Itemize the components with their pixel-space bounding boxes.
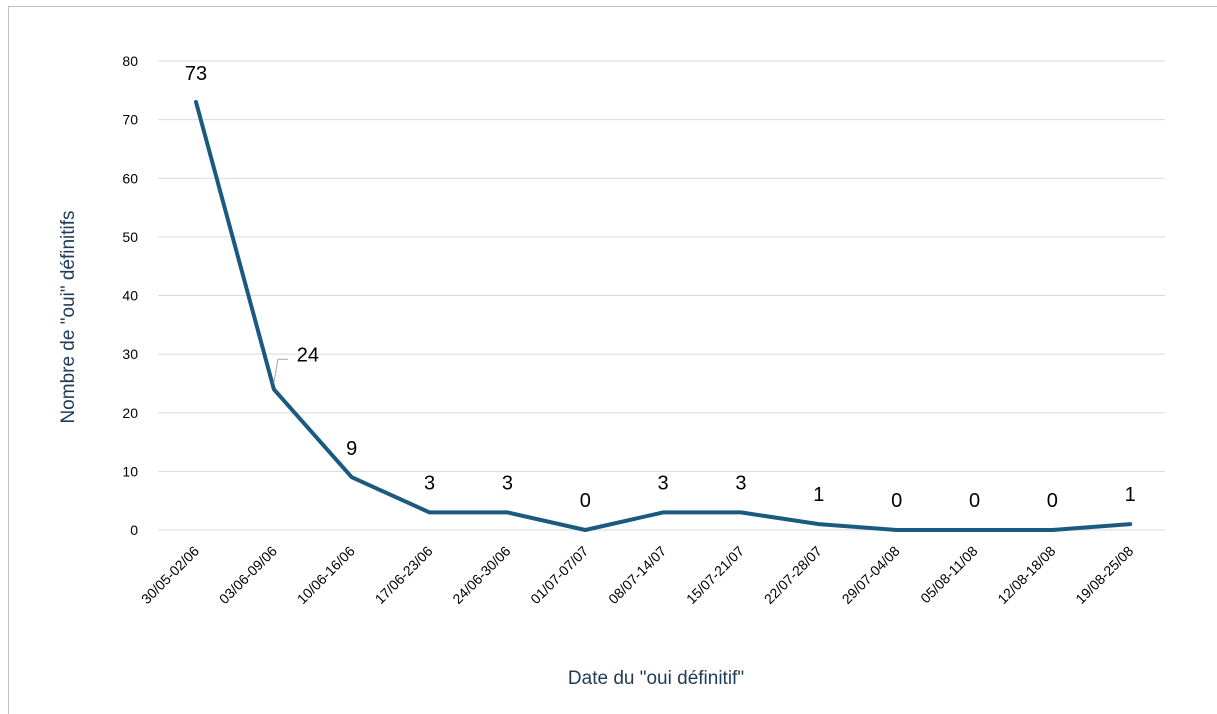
x-tick-label: 12/08-18/08 — [994, 543, 1058, 607]
data-label: 73 — [185, 63, 207, 85]
data-label: 3 — [424, 472, 435, 494]
y-tick-label: 70 — [122, 112, 138, 128]
gridlines — [158, 60, 1165, 531]
data-labels: 73 24 9 3 3 0 3 3 1 0 0 0 1 — [185, 63, 1136, 512]
chart-frame — [8, 6, 1217, 714]
x-axis-ticks: 30/05-02/06 03/06-09/06 10/06-16/06 17/06-2… — [138, 543, 1137, 607]
y-axis-title: Nombre de "oui" définitifs — [58, 210, 79, 423]
y-tick-label: 60 — [122, 170, 138, 186]
data-label: 3 — [658, 472, 669, 494]
y-tick-label: 10 — [122, 463, 138, 479]
x-tick-label: 08/07-14/07 — [605, 543, 669, 607]
data-label: 0 — [969, 490, 980, 512]
y-tick-label: 20 — [122, 405, 138, 421]
y-tick-label: 50 — [122, 229, 138, 245]
data-label: 1 — [1125, 484, 1136, 506]
series-line — [194, 100, 1133, 532]
x-tick-label: 05/08-11/08 — [917, 543, 981, 607]
x-tick-label: 17/06-23/06 — [372, 543, 436, 607]
data-label: 0 — [580, 490, 591, 512]
data-label: 0 — [891, 490, 902, 512]
y-tick-label: 40 — [122, 288, 138, 304]
y-tick-label: 0 — [130, 522, 138, 538]
x-tick-label: 19/08-25/08 — [1072, 543, 1136, 607]
y-tick-label: 80 — [122, 53, 138, 69]
x-tick-label: 01/07-07/07 — [527, 543, 591, 607]
y-tick-label: 30 — [122, 346, 138, 362]
x-tick-label: 15/07-21/07 — [683, 543, 747, 607]
x-tick-label: 03/06-09/06 — [216, 543, 280, 607]
data-label: 0 — [1047, 490, 1058, 512]
data-label-leader — [273, 358, 288, 384]
x-tick-label: 24/06-30/06 — [449, 543, 513, 607]
x-axis-title: Date du "oui définitif" — [568, 668, 744, 689]
data-label: 1 — [813, 484, 824, 506]
x-tick-label: 10/06-16/06 — [294, 543, 358, 607]
x-tick-label: 29/07-04/08 — [839, 543, 903, 607]
data-label: 3 — [502, 472, 513, 494]
data-label: 24 — [297, 344, 319, 366]
x-tick-label: 22/07-28/07 — [761, 543, 825, 607]
y-axis-ticks: 0 10 20 30 40 50 60 70 80 — [122, 53, 138, 538]
data-label: 3 — [735, 472, 746, 494]
x-tick-label: 30/05-02/06 — [138, 543, 202, 607]
data-label: 9 — [346, 438, 357, 460]
